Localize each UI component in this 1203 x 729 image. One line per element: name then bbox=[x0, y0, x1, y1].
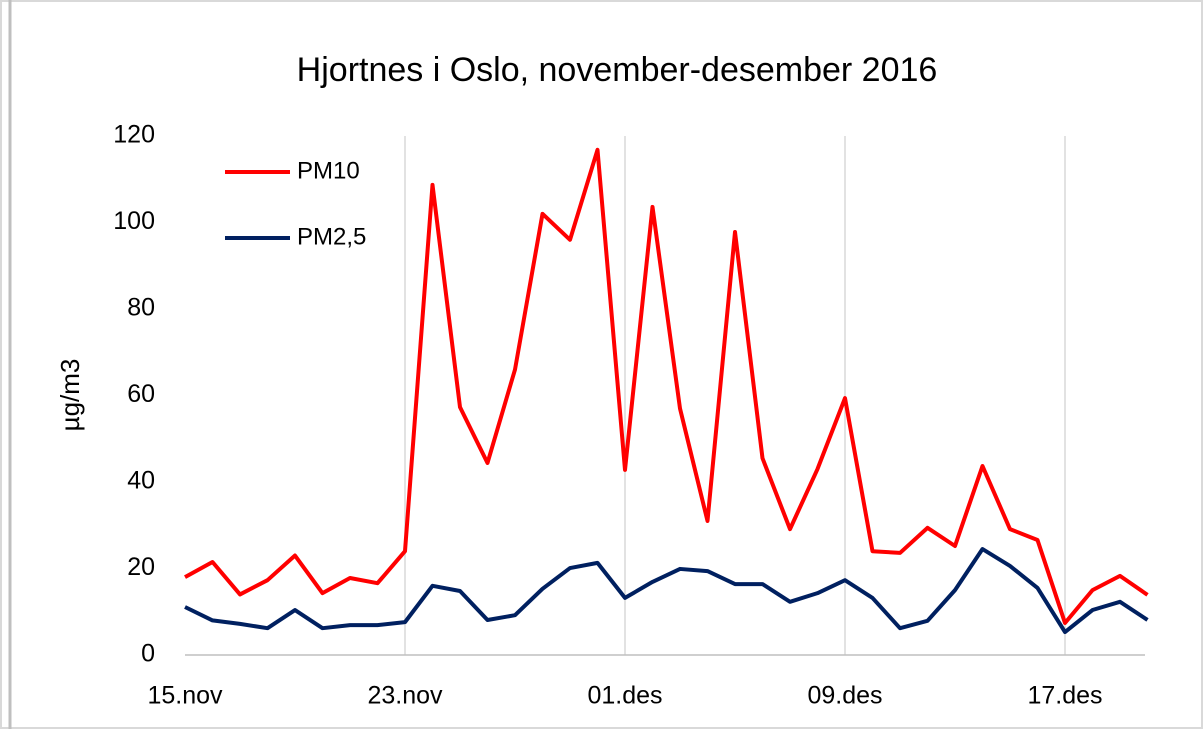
x-tick-label: 15.nov bbox=[147, 682, 223, 710]
y-tick-label: 20 bbox=[127, 553, 155, 581]
y-tick-label: 0 bbox=[141, 640, 155, 668]
line-series bbox=[184, 547, 1149, 635]
y-tick-label: 80 bbox=[127, 294, 155, 322]
legend-label: PM10 bbox=[297, 157, 360, 184]
x-tick-label: 01.des bbox=[587, 682, 662, 710]
line-series bbox=[184, 147, 1149, 625]
y-tick-label: 100 bbox=[113, 207, 155, 235]
y-axis-label: µg/m3 bbox=[55, 359, 85, 432]
x-tick-label: 09.des bbox=[807, 682, 882, 710]
y-tick-label: 120 bbox=[113, 121, 155, 149]
legend-label: PM2,5 bbox=[297, 223, 366, 250]
x-tick-label: 23.nov bbox=[367, 682, 443, 710]
y-tick-label: 40 bbox=[127, 467, 155, 495]
x-tick-label: 17.des bbox=[1027, 682, 1102, 710]
y-tick-label: 60 bbox=[127, 380, 155, 408]
chart-title: Hjortnes i Oslo, november-desember 2016 bbox=[297, 51, 938, 89]
